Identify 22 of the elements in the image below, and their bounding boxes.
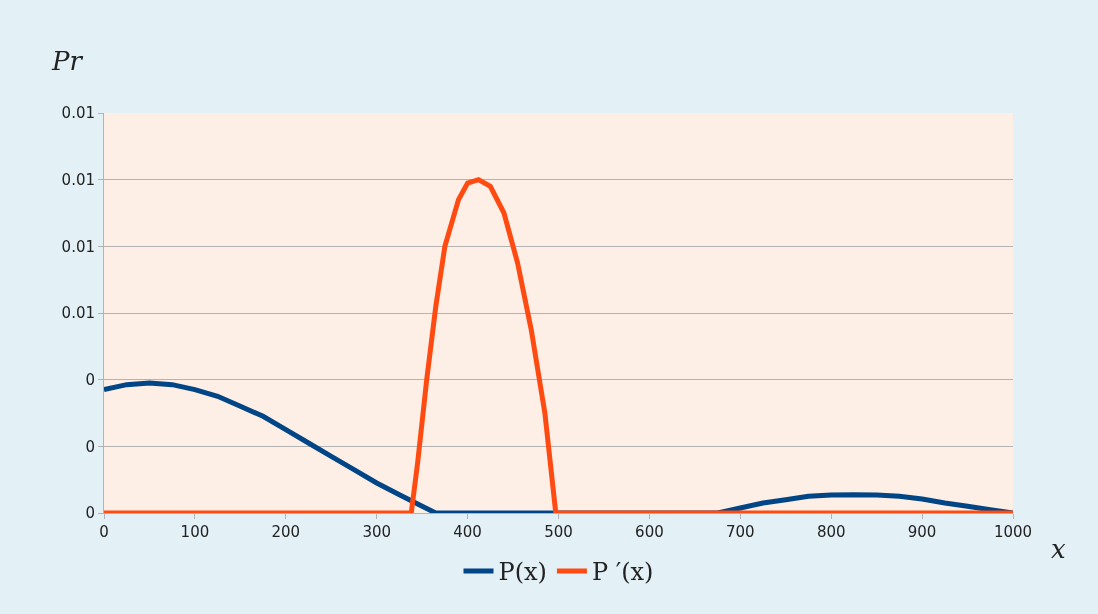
y-tick-label: 0 <box>85 437 95 456</box>
x-tick-label: 200 <box>271 523 301 541</box>
x-tick-label: 300 <box>362 523 392 541</box>
y-tick-label: 0.01 <box>61 237 95 256</box>
x-tick-label: 700 <box>725 523 755 541</box>
y-tick-label: 0.01 <box>61 170 95 189</box>
y-tick-label: 0 <box>85 370 95 389</box>
y-tick-label: 0 <box>85 504 95 523</box>
legend-label: P(x) <box>498 558 547 587</box>
x-tick-label: 1000 <box>993 523 1033 541</box>
x-tick-label: 500 <box>544 523 573 541</box>
x-tick-label: 400 <box>453 523 482 541</box>
x-tick-label: 800 <box>816 523 846 541</box>
y-axis-title: Pr <box>51 46 84 76</box>
y-tick-label: 0.01 <box>61 104 95 123</box>
x-tick-label: 600 <box>635 523 664 541</box>
x-axis-title: x <box>1051 534 1066 564</box>
x-tick-label: 100 <box>180 523 210 541</box>
x-tick-label: 900 <box>907 523 937 541</box>
x-tick-label: 0 <box>99 523 109 541</box>
y-tick-label: 0.01 <box>61 304 95 323</box>
legend-label: P ′(x) <box>591 558 654 587</box>
